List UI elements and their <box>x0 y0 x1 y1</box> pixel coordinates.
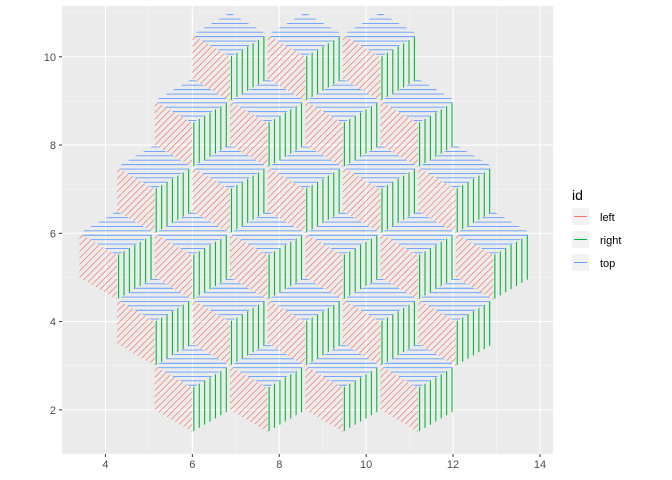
y-tick-label: 2 <box>50 405 56 417</box>
y-tick-label: 6 <box>50 228 56 240</box>
tile-cube <box>267 14 343 101</box>
legend-title: id <box>572 187 583 203</box>
legend-label-top: top <box>600 258 615 270</box>
y-tick-label: 8 <box>50 140 56 152</box>
grid-major <box>62 6 553 454</box>
y-tick-label: 4 <box>50 317 56 329</box>
legend: id left right top <box>572 187 621 271</box>
grid-minor <box>61 6 553 455</box>
legend-label-left: left <box>600 212 615 224</box>
y-axis: 2 4 6 8 10 <box>44 52 62 417</box>
x-axis: 4 6 8 10 12 14 <box>102 454 546 471</box>
face-left <box>267 34 306 101</box>
face-left <box>342 299 381 366</box>
x-tick-label: 6 <box>189 459 195 471</box>
x-tick-label: 8 <box>276 459 282 471</box>
y-tick-label: 10 <box>44 52 56 64</box>
plot-panel <box>62 6 553 454</box>
x-tick-label: 10 <box>360 459 372 471</box>
x-tick-label: 14 <box>534 459 546 471</box>
x-tick-label: 12 <box>447 459 459 471</box>
x-tick-label: 4 <box>102 459 108 471</box>
legend-label-right: right <box>600 235 621 247</box>
face-left <box>229 233 268 300</box>
